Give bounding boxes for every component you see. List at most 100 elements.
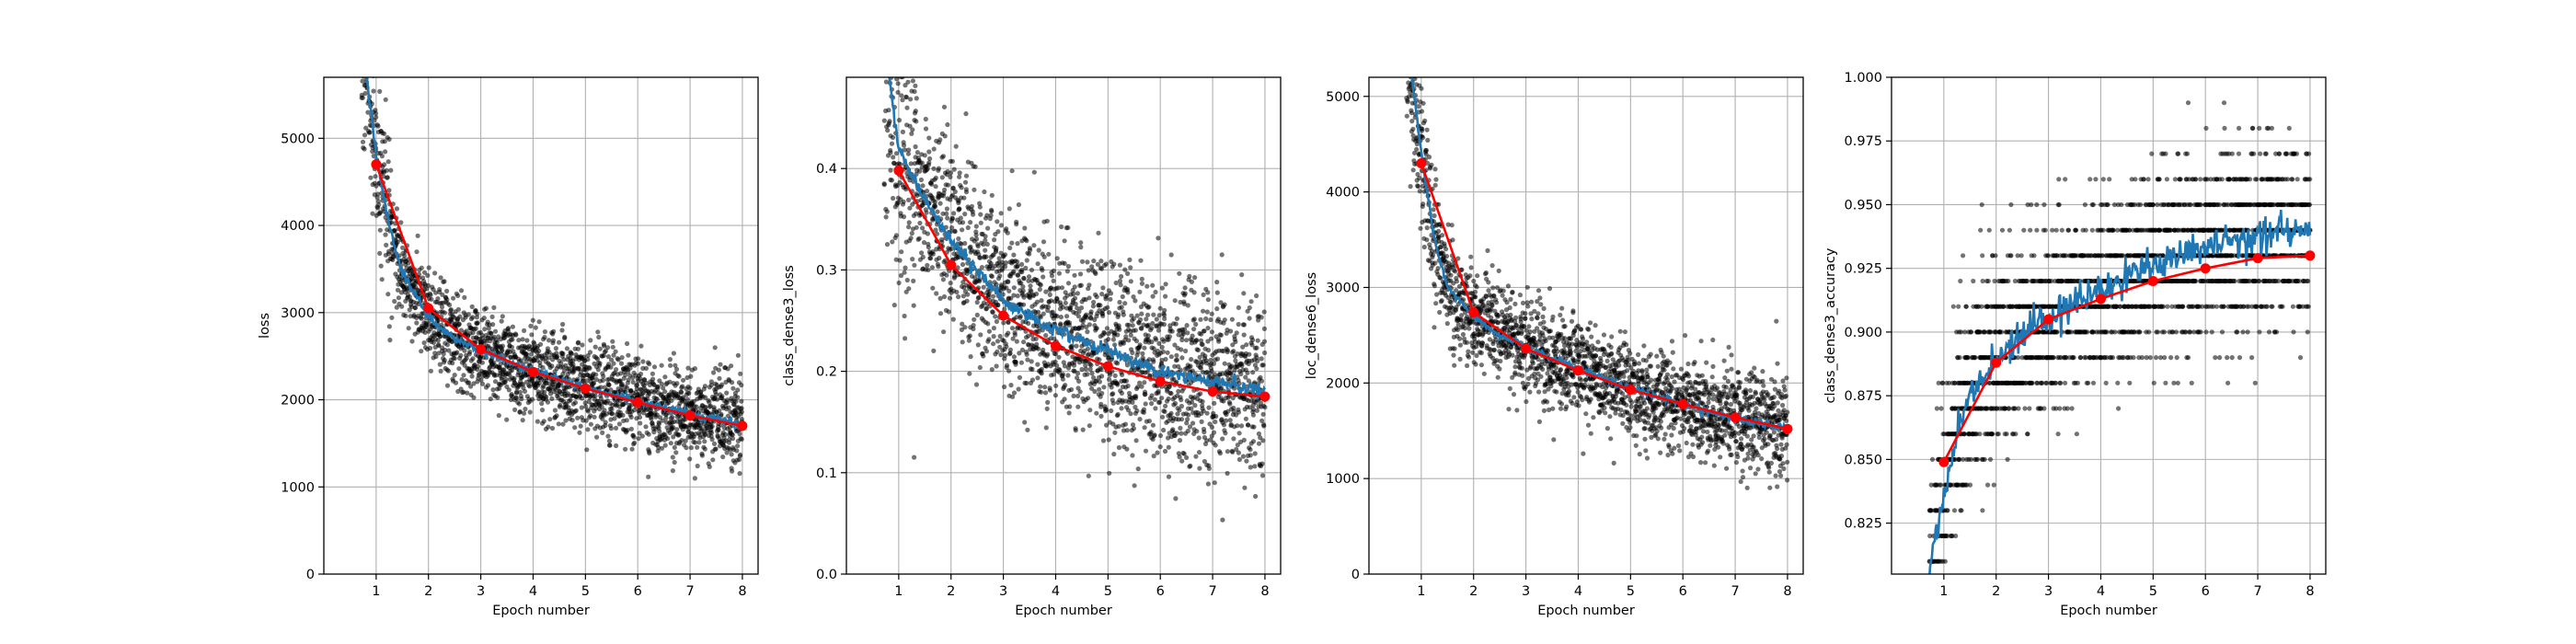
scatter-point [1173, 496, 1179, 501]
scatter-point [671, 351, 676, 356]
scatter-point [702, 439, 707, 444]
scatter-point [948, 170, 954, 176]
scatter-point [625, 427, 630, 433]
scatter-point [1209, 368, 1214, 374]
scatter-point [1213, 443, 1218, 448]
scatter-point [615, 357, 621, 362]
scatter-point [1097, 357, 1102, 362]
scatter-point [1024, 351, 1029, 357]
scatter-point [1038, 315, 1043, 320]
scatter-point [383, 149, 388, 155]
scatter-point [983, 349, 989, 354]
scatter-point [1055, 285, 1061, 291]
scatter-point [1248, 447, 1253, 453]
scatter-point [983, 234, 988, 239]
scatter-point [903, 83, 908, 88]
scatter-point [1095, 261, 1100, 267]
scatter-point [406, 260, 411, 266]
scatter-point [456, 366, 462, 372]
scatter-point [724, 390, 730, 396]
scatter-point [500, 314, 505, 319]
scatter-point [942, 258, 949, 263]
scatter-point [484, 339, 489, 344]
scatter-point [1154, 337, 1159, 342]
scatter-point [444, 383, 451, 388]
scatter-point [421, 340, 427, 346]
scatter-point [667, 357, 673, 362]
scatter-point [455, 293, 461, 298]
scatter-point [1197, 354, 1202, 360]
scatter-point [610, 339, 615, 344]
scatter-point [538, 341, 544, 347]
scatter-point [1106, 437, 1111, 443]
epoch-mean-line [374, 164, 743, 428]
scatter-point [958, 215, 963, 221]
scatter-point [894, 77, 900, 82]
scatter-point [1189, 279, 1194, 284]
scatter-point [963, 173, 970, 178]
scatter-point [1002, 264, 1008, 270]
scatter-point [1256, 431, 1261, 437]
scatter-point [1163, 282, 1168, 287]
scatter-point [1186, 412, 1191, 418]
scatter-point [738, 371, 743, 376]
scatter-point [1103, 296, 1109, 302]
scatter-point [978, 220, 983, 225]
scatter-point [626, 377, 631, 383]
scatter-point [942, 133, 948, 139]
scatter-point [1098, 266, 1105, 271]
scatter-point [1075, 314, 1081, 319]
scatter-point [1423, 147, 1429, 154]
scatter-point [640, 365, 646, 371]
scatter-point [572, 400, 579, 406]
scatter-point [978, 255, 983, 260]
scatter-point [975, 342, 981, 348]
scatter-point [457, 314, 463, 319]
scatter-point [519, 397, 524, 402]
epoch-mean-marker [684, 410, 696, 421]
scatter-point [1035, 309, 1041, 315]
scatter-point [636, 436, 641, 442]
scatter-point [536, 348, 542, 354]
scatter-point [962, 212, 968, 217]
scatter-point [598, 385, 604, 390]
scatter-point [426, 265, 431, 270]
scatter-point [1444, 321, 1450, 327]
scatter-point [726, 405, 731, 410]
scatter-point [362, 44, 367, 49]
scatter-point [978, 212, 983, 217]
scatter-point [1133, 404, 1138, 410]
scatter-point [365, 62, 370, 66]
scatter-point [1045, 305, 1052, 310]
scatter-point [414, 249, 420, 255]
scatter-point [536, 380, 542, 385]
scatter-point [893, 233, 899, 238]
scatter-point [497, 385, 502, 391]
scatter-point [1221, 422, 1227, 428]
scatter-point [1142, 425, 1147, 431]
scatter-point [385, 175, 390, 180]
scatter-point [1156, 313, 1162, 318]
scatter-point [486, 326, 491, 331]
x-tick-label: 5 [1104, 584, 1112, 599]
scatter-point [965, 224, 971, 231]
scatter-point [1194, 338, 1200, 343]
scatter-point [957, 206, 962, 212]
scatter-point [1128, 411, 1133, 417]
scatter-point [520, 418, 525, 423]
scatter-point [1159, 344, 1165, 350]
scatter-point [1187, 273, 1192, 279]
scatter-point [637, 431, 642, 436]
scatter-point [1448, 272, 1454, 278]
scatter-point [995, 303, 1001, 308]
scatter-point [719, 394, 725, 399]
y-tick-label: 0.0 [816, 568, 837, 582]
scatter-point [1462, 326, 1467, 331]
scatter-point [972, 316, 977, 322]
scatter-point [605, 345, 611, 351]
scatter-point [1262, 405, 1268, 410]
scatter-point [885, 52, 890, 56]
scatter-point [944, 206, 949, 212]
scatter-point [528, 323, 534, 328]
